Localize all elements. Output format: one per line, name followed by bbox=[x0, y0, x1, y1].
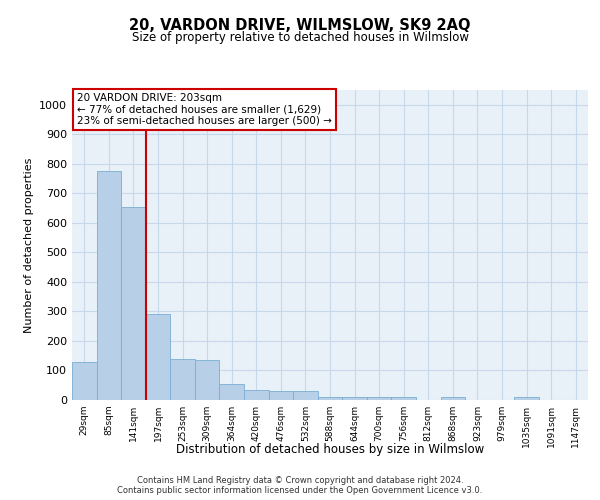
Bar bbox=[367, 397, 391, 400]
Bar bbox=[244, 390, 269, 400]
Bar bbox=[170, 358, 195, 400]
Y-axis label: Number of detached properties: Number of detached properties bbox=[23, 158, 34, 332]
Text: Size of property relative to detached houses in Wilmslow: Size of property relative to detached ho… bbox=[131, 31, 469, 44]
Bar bbox=[195, 360, 220, 400]
Bar bbox=[293, 391, 318, 400]
Text: 20, VARDON DRIVE, WILMSLOW, SK9 2AQ: 20, VARDON DRIVE, WILMSLOW, SK9 2AQ bbox=[129, 18, 471, 32]
Bar bbox=[318, 397, 342, 400]
Bar bbox=[97, 171, 121, 400]
Bar bbox=[391, 397, 416, 400]
Text: Distribution of detached houses by size in Wilmslow: Distribution of detached houses by size … bbox=[176, 442, 484, 456]
Bar bbox=[121, 206, 146, 400]
Bar bbox=[514, 397, 539, 400]
Text: Contains HM Land Registry data © Crown copyright and database right 2024.
Contai: Contains HM Land Registry data © Crown c… bbox=[118, 476, 482, 495]
Bar bbox=[220, 384, 244, 400]
Bar bbox=[440, 397, 465, 400]
Bar bbox=[146, 314, 170, 400]
Bar bbox=[72, 362, 97, 400]
Bar bbox=[269, 391, 293, 400]
Text: 20 VARDON DRIVE: 203sqm
← 77% of detached houses are smaller (1,629)
23% of semi: 20 VARDON DRIVE: 203sqm ← 77% of detache… bbox=[77, 93, 332, 126]
Bar bbox=[342, 397, 367, 400]
